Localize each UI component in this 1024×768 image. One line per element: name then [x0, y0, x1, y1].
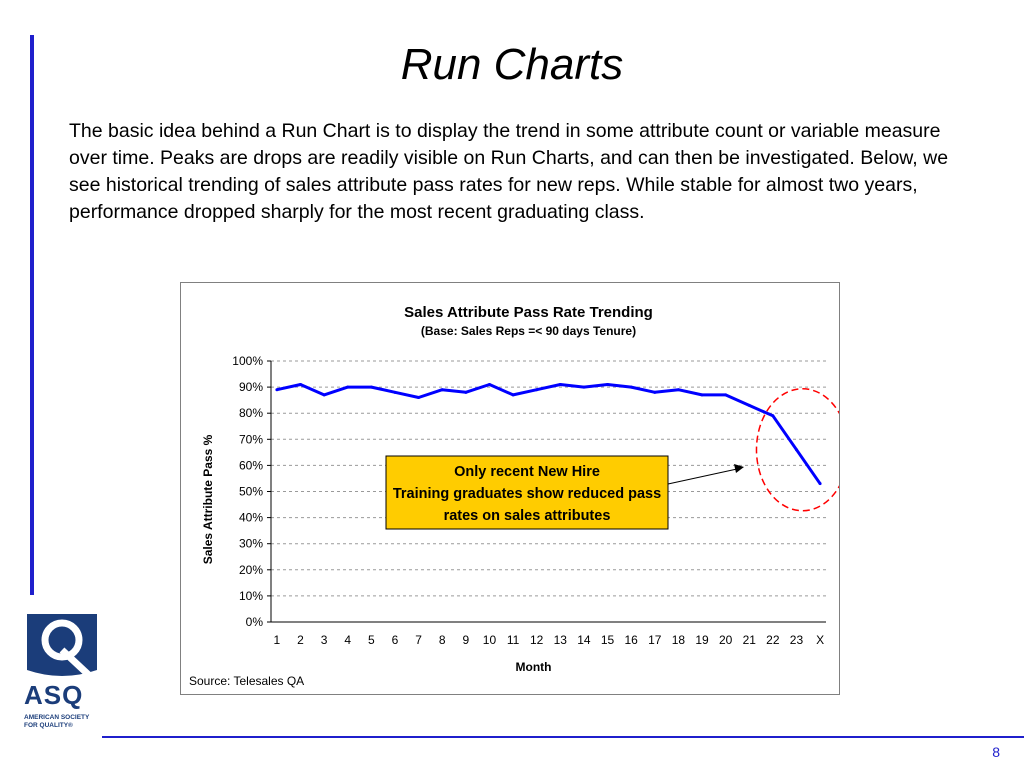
- slide-title: Run Charts: [400, 40, 624, 89]
- y-tick-label: 40%: [239, 511, 263, 525]
- data-point: [818, 482, 822, 486]
- x-tick-label: 5: [368, 633, 375, 647]
- x-tick-label: 11: [507, 633, 520, 647]
- x-axis-label: Month: [516, 660, 552, 674]
- data-point: [464, 390, 468, 394]
- y-tick-label: 30%: [239, 537, 263, 551]
- data-point: [275, 388, 279, 392]
- data-point: [747, 403, 751, 407]
- x-tick-label: 16: [624, 633, 638, 647]
- logo-subtitle-line2: FOR QUALITY®: [24, 722, 73, 729]
- data-point: [676, 388, 680, 392]
- callout-arrow-head: [734, 464, 744, 473]
- x-tick-label: 10: [483, 633, 497, 647]
- y-tick-label: 50%: [239, 485, 263, 499]
- data-point: [299, 382, 303, 386]
- data-point: [771, 414, 775, 418]
- x-tick-label: 13: [554, 633, 568, 647]
- chart-svg: Sales Attribute Pass Rate Trending (Base:…: [189, 304, 839, 688]
- data-point: [582, 385, 586, 389]
- x-tick-label: 3: [321, 633, 328, 647]
- x-tick-label: 7: [415, 633, 422, 647]
- data-point: [322, 393, 326, 397]
- x-tick-label: 15: [601, 633, 615, 647]
- y-axis-label: Sales Attribute Pass %: [201, 434, 215, 564]
- x-tick-label: X: [816, 633, 824, 647]
- x-tick-label: 19: [695, 633, 709, 647]
- y-tick-label: 60%: [239, 458, 263, 472]
- data-point: [700, 393, 704, 397]
- x-tick-label: 6: [392, 633, 399, 647]
- data-point: [629, 385, 633, 389]
- x-tick-label: 14: [577, 633, 591, 647]
- x-tick-label: 12: [530, 633, 544, 647]
- data-point: [440, 388, 444, 392]
- x-tick-label: 8: [439, 633, 446, 647]
- run-chart: Sales Attribute Pass Rate Trending (Base:…: [180, 282, 840, 695]
- data-point: [417, 396, 421, 400]
- slide-body-text: The basic idea behind a Run Chart is to …: [69, 120, 949, 223]
- left-accent-rule: [30, 35, 34, 595]
- x-tick-label: 18: [672, 633, 686, 647]
- x-tick-label: 21: [743, 633, 757, 647]
- y-tick-label: 100%: [232, 354, 263, 368]
- chart-title: Sales Attribute Pass Rate Trending: [404, 304, 653, 321]
- data-point: [511, 393, 515, 397]
- y-tick-label: 20%: [239, 563, 263, 577]
- x-tick-label: 4: [344, 633, 351, 647]
- callout-arrow-line: [667, 468, 738, 485]
- series-line: [276, 383, 822, 485]
- x-tick-label: 22: [766, 633, 780, 647]
- y-tick-label: 10%: [239, 589, 263, 603]
- chart-subtitle: (Base: Sales Reps =< 90 days Tenure): [421, 324, 636, 338]
- y-tick-label: 80%: [239, 406, 263, 420]
- bottom-rule: [102, 736, 1024, 738]
- y-tick-label: 70%: [239, 432, 263, 446]
- x-tick-label: 1: [274, 633, 281, 647]
- callout-box: [385, 455, 669, 530]
- callout-text-line: rates on sales attributes: [444, 508, 611, 524]
- logo-subtitle: AMERICAN SOCIETY FOR QUALITY®: [24, 714, 104, 730]
- y-tick-label: 0%: [246, 615, 264, 629]
- x-tick-label: 9: [462, 633, 469, 647]
- data-point: [653, 390, 657, 394]
- data-point: [794, 448, 798, 452]
- callout-text-line: Training graduates show reduced pass: [393, 486, 661, 502]
- data-point: [606, 382, 610, 386]
- x-tick-label: 17: [648, 633, 662, 647]
- data-point: [535, 388, 539, 392]
- logo-wordmark: ASQ: [24, 680, 84, 710]
- highlight-circle: [755, 388, 839, 512]
- asq-logo-icon: [27, 614, 97, 681]
- data-point: [724, 393, 728, 397]
- page-number: 8: [992, 744, 1000, 760]
- chart-source: Source: Telesales QA: [189, 674, 304, 688]
- data-point: [346, 385, 350, 389]
- logo-subtitle-line1: AMERICAN SOCIETY: [24, 714, 90, 721]
- data-point: [487, 382, 491, 386]
- x-tick-label: 23: [790, 633, 804, 647]
- data-point: [393, 390, 397, 394]
- x-tick-label: 20: [719, 633, 733, 647]
- data-point: [558, 382, 562, 386]
- x-tick-label: 2: [297, 633, 304, 647]
- data-point: [369, 385, 373, 389]
- y-tick-label: 90%: [239, 380, 263, 394]
- callout-text-line: Only recent New Hire: [454, 464, 600, 480]
